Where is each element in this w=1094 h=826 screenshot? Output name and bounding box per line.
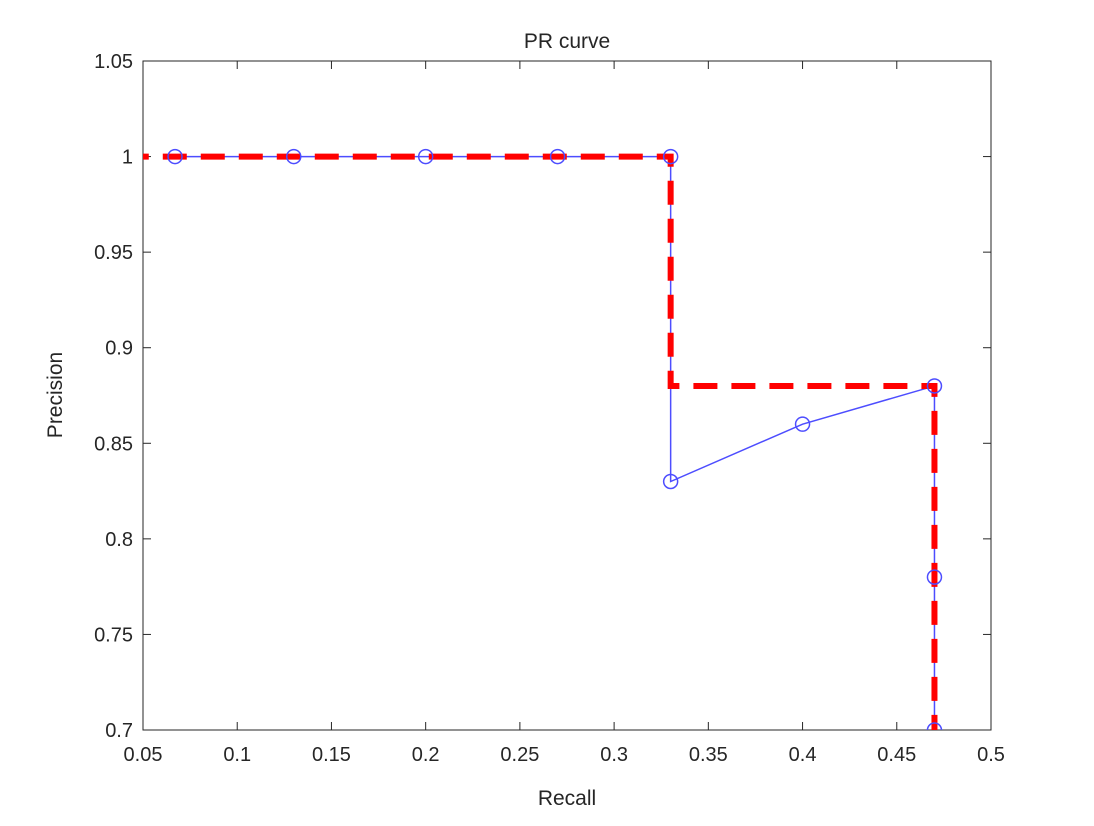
x-axis-label: Recall bbox=[538, 787, 596, 810]
data-point-marker bbox=[662, 148, 679, 165]
x-tick-label: 0.35 bbox=[689, 744, 728, 766]
y-tick-label: 0.7 bbox=[105, 720, 133, 742]
plot-area bbox=[142, 60, 992, 731]
data-point-marker bbox=[926, 722, 943, 730]
x-tick-label: 0.5 bbox=[977, 744, 1005, 766]
chart-title: PR curve bbox=[524, 30, 610, 53]
x-tick-label: 0.2 bbox=[412, 744, 440, 766]
y-tick-label: 1 bbox=[122, 147, 133, 169]
data-point-marker bbox=[662, 473, 679, 490]
y-axis-label: Precision bbox=[44, 352, 67, 438]
data-point-marker bbox=[286, 148, 302, 165]
y-tick-label: 1.05 bbox=[94, 51, 133, 73]
x-tick-label: 0.25 bbox=[500, 744, 539, 766]
y-tick-label: 0.8 bbox=[105, 529, 133, 551]
data-point-marker bbox=[167, 148, 183, 165]
y-tick-label: 0.75 bbox=[94, 624, 133, 646]
x-tick-label: 0.45 bbox=[877, 744, 916, 766]
x-tick-label: 0.3 bbox=[600, 744, 628, 766]
data-point-marker bbox=[417, 148, 434, 165]
data-point-marker bbox=[926, 569, 943, 585]
x-tick-label: 0.15 bbox=[312, 744, 351, 766]
y-tick-label: 0.9 bbox=[105, 338, 133, 360]
data-point-marker bbox=[549, 148, 566, 165]
x-tick-label: 0.05 bbox=[124, 744, 163, 766]
data-point-marker bbox=[926, 378, 943, 394]
y-tick-label: 0.95 bbox=[94, 242, 133, 264]
red-dashed-series-line bbox=[143, 153, 938, 730]
data-point-marker bbox=[794, 416, 811, 432]
y-tick-label: 0.85 bbox=[94, 433, 133, 455]
x-tick-label: 0.4 bbox=[789, 744, 817, 766]
x-tick-label: 0.1 bbox=[223, 744, 251, 766]
